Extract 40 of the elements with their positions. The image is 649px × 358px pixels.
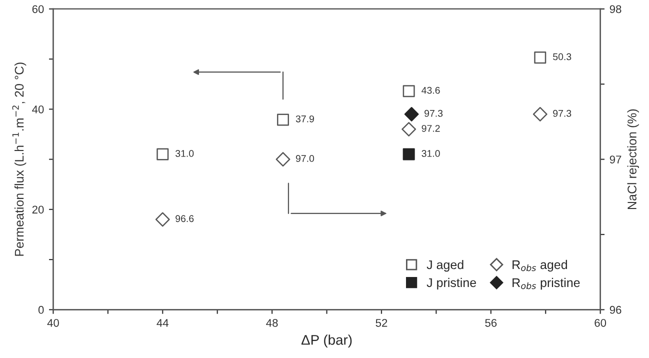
x-tick-label: 44 (156, 319, 168, 327)
x-tick-label: 52 (376, 318, 388, 327)
data-label: 96.6 (176, 215, 194, 222)
x-tick-label: 40 (47, 318, 59, 327)
data-label: 37.9 (296, 115, 314, 122)
legend-label: R$_{obs}$ aged (512, 260, 568, 272)
y2-tick-label: 98 (610, 5, 622, 14)
data-label: 31.0 (176, 150, 194, 157)
point (276, 152, 290, 167)
data-label: 43.6 (422, 86, 440, 94)
y-tick-label: 0 (38, 306, 44, 314)
legend-label: J aged (426, 260, 464, 272)
y-tick-label: 60 (32, 5, 44, 14)
point (156, 148, 169, 160)
x-axis-title: ΔP (bar) (301, 334, 352, 348)
point (404, 106, 419, 122)
data-label: 97.0 (296, 155, 314, 162)
point (402, 148, 415, 160)
point (534, 52, 546, 64)
y2-axis-title: NaCl rejection (%) (627, 109, 639, 209)
y-tick-label: 40 (32, 105, 44, 114)
data-label: 97.2 (422, 124, 440, 132)
point (155, 212, 170, 227)
point (277, 114, 290, 126)
point (402, 122, 416, 136)
data-label: 97.3 (553, 110, 572, 117)
y-tick-label: 20 (32, 206, 44, 214)
y-axis-title: Permeation flux (L.h$^{−1}$.m$^{−2}$, 20 °C) (12, 62, 26, 256)
x-tick-label: 48 (266, 318, 278, 327)
data-label: 31.0 (422, 150, 440, 157)
x-tick-label: 60 (594, 318, 606, 327)
point (402, 85, 415, 98)
data-label: 97.3 (424, 110, 443, 117)
y2-tick-label: 97 (610, 156, 622, 164)
legend-label: R$_{obs}$ pristine (512, 278, 580, 290)
y2-tick-label: 96 (610, 306, 622, 314)
x-tick-label: 56 (485, 318, 497, 327)
data-label: 50.3 (553, 53, 572, 60)
legend-label: J pristine (426, 278, 476, 290)
point (532, 106, 548, 122)
